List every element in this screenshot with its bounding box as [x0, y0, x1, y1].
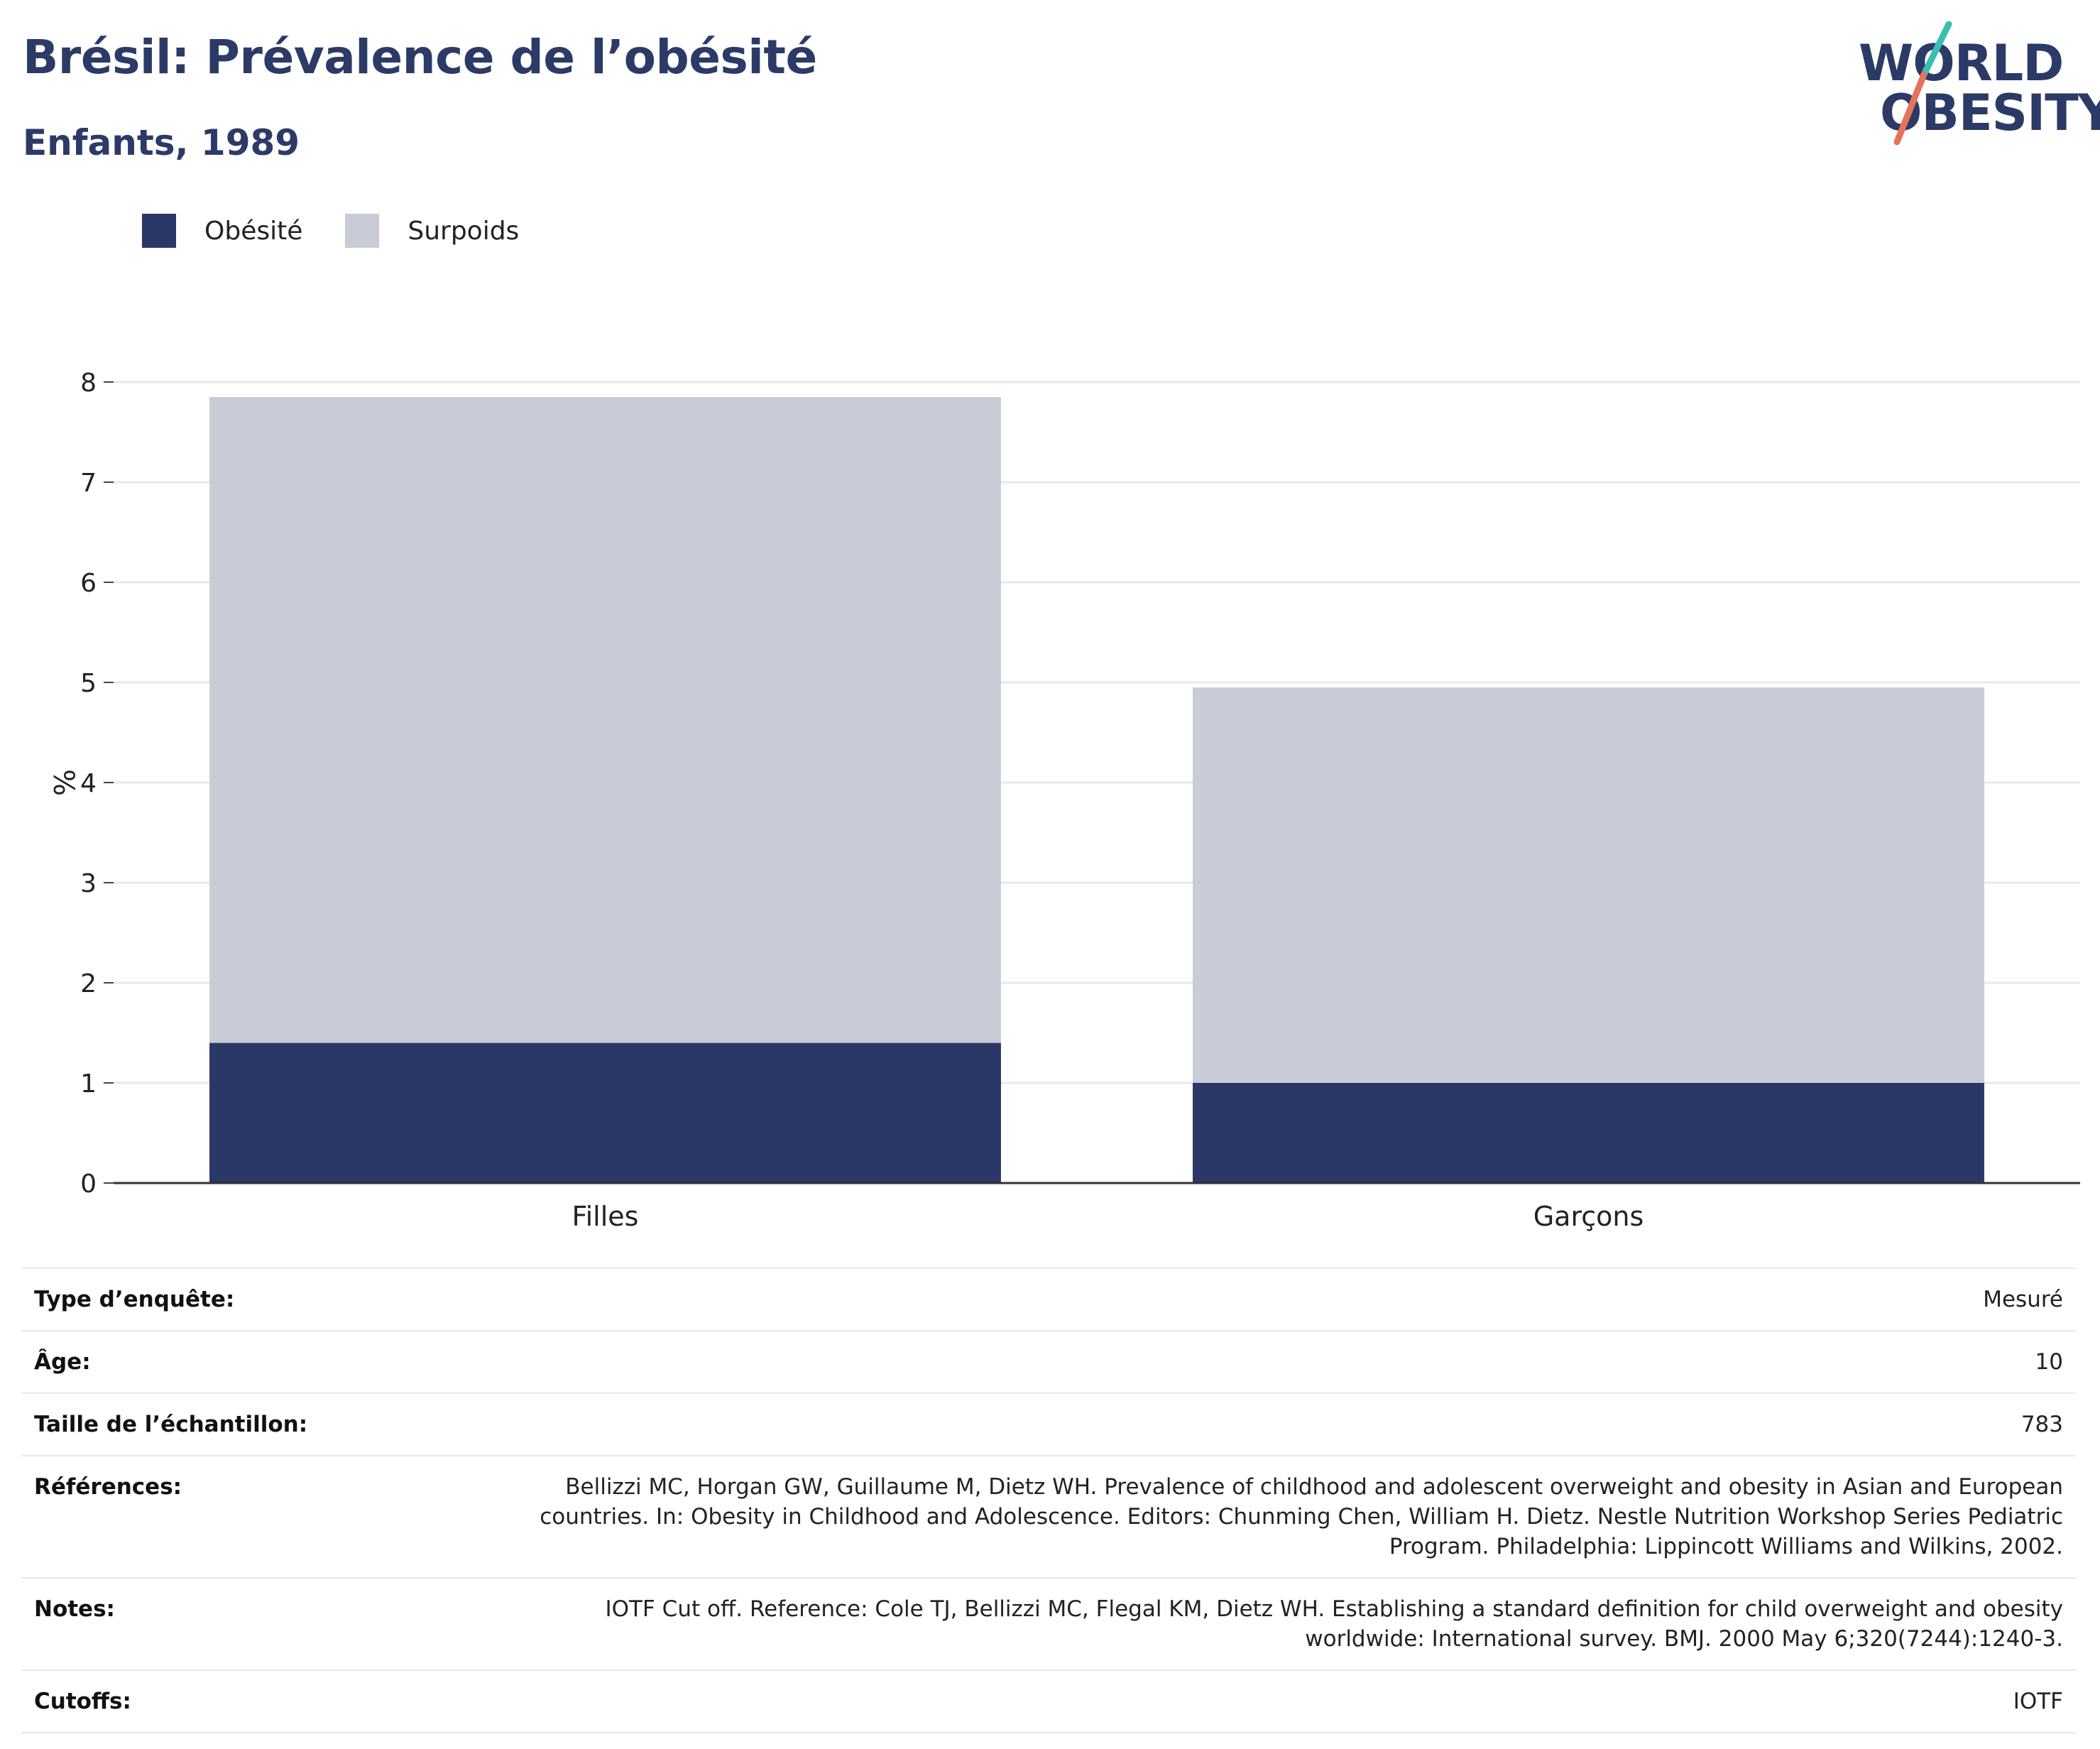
y-tick-label: 1	[80, 1069, 97, 1099]
info-label: Notes:	[21, 1577, 518, 1671]
info-label: Cutoffs:	[21, 1669, 518, 1733]
y-tick-label: 0	[80, 1170, 97, 1199]
info-row: Notes: IOTF Cut off. Reference: Cole TJ, …	[21, 1577, 2076, 1671]
logo-word-world: WORLD	[1859, 34, 2064, 92]
info-label: Références:	[21, 1455, 518, 1579]
chart-title: Brésil: Prévalence de l’obésité	[23, 30, 817, 85]
info-value: Mesuré	[518, 1268, 2076, 1331]
legend-item-obesite[interactable]: Obésité	[142, 214, 302, 248]
bar-obesite-filles	[209, 1042, 1001, 1183]
info-value: Bellizzi MC, Horgan GW, Guillaume M, Die…	[518, 1455, 2076, 1579]
y-tick-label: 5	[80, 669, 97, 698]
y-tick-label: 2	[80, 969, 97, 998]
y-tick-label: 8	[80, 369, 97, 398]
legend-label-surpoids: Surpoids	[408, 216, 520, 246]
bar-surpoids-garcons	[1193, 687, 1984, 1083]
chart-subtitle: Enfants, 1989	[23, 122, 300, 163]
info-row: Références: Bellizzi MC, Horgan GW, Guill…	[21, 1455, 2076, 1579]
legend-label-obesite: Obésité	[204, 216, 303, 246]
legend-item-surpoids[interactable]: Surpoids	[345, 214, 519, 248]
info-value: IOTF Cut off. Reference: Cole TJ, Belliz…	[518, 1577, 2076, 1671]
y-tick-label: 4	[80, 769, 97, 798]
x-tick-label: Filles	[572, 1201, 639, 1232]
legend-swatch-obesite	[142, 214, 176, 248]
x-tick-label: Garçons	[1533, 1201, 1644, 1232]
info-value: 10	[518, 1330, 2076, 1394]
bar-surpoids-filles	[209, 397, 1001, 1043]
info-value: 783	[518, 1393, 2076, 1456]
info-row: Âge: 10	[21, 1330, 2076, 1394]
world-obesity-logo: WORLD OBESITY	[1853, 21, 2100, 149]
stacked-bar-chart: 0 1 2 3 4 5 6 7 8% Filles Garçons	[47, 369, 2080, 1232]
y-tick-label: 3	[80, 869, 97, 898]
info-label: Âge:	[21, 1330, 518, 1394]
legend-swatch-surpoids	[345, 214, 380, 248]
survey-info-table: Type d’enquête: Mesuré Âge: 10 Taille de l’é…	[21, 1268, 2076, 1733]
info-label: Taille de l’échantillon:	[21, 1393, 518, 1456]
logo-slash-icon	[1893, 21, 1952, 146]
info-value: IOTF	[518, 1669, 2076, 1733]
info-row: Cutoffs: IOTF	[21, 1669, 2076, 1733]
info-label: Type d’enquête:	[21, 1268, 518, 1331]
bar-obesite-garcons	[1193, 1083, 1984, 1183]
y-tick-label: 7	[80, 469, 97, 498]
info-row: Taille de l’échantillon: 783	[21, 1393, 2076, 1456]
y-axis-label: %	[47, 769, 80, 796]
info-row: Type d’enquête: Mesuré	[21, 1268, 2076, 1331]
chart-legend: Obésité Surpoids	[142, 213, 562, 249]
y-tick-label: 6	[80, 569, 97, 598]
